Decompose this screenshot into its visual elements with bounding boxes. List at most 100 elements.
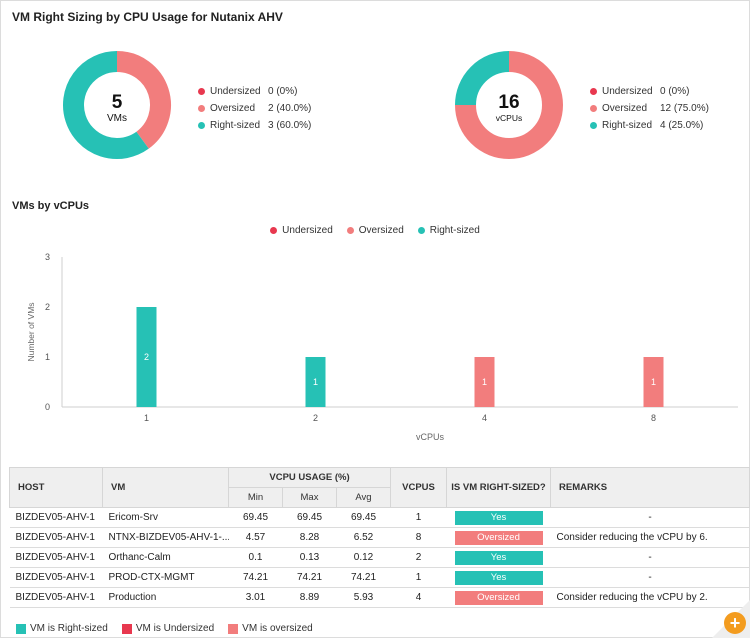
donut-center-value: 5 <box>112 92 123 113</box>
table-row[interactable]: BIZDEV05-AHV-1 Production 3.01 8.89 5.93 4 Ove… <box>9 587 750 608</box>
donut-slice-right-sized[interactable] <box>455 51 510 106</box>
cell-rightsized: Yes <box>446 567 551 588</box>
legend-value: 0 (0%) <box>268 86 298 97</box>
header-vm[interactable]: VM <box>102 467 229 508</box>
cell-vcpus: 8 <box>390 527 447 548</box>
legend-dot-icon <box>590 122 597 129</box>
vms-donut-legend: Undersized 0 (0%) Oversized 2 (40.0%) Right-… <box>198 83 311 134</box>
legend-swatch-icon <box>228 623 239 634</box>
legend-item-right-sized[interactable]: Right-sized 3 (60.0%) <box>198 117 311 134</box>
cell-avg: 5.93 <box>336 587 391 608</box>
legend-dot-icon <box>346 227 354 234</box>
bar-chart-title: VMs by vCPUs <box>12 200 90 212</box>
x-tick-label: 1 <box>144 413 149 423</box>
cell-min: 69.45 <box>228 507 283 528</box>
bar-legend-oversized[interactable]: Oversized <box>346 225 404 236</box>
cell-rightsized: Yes <box>446 507 551 528</box>
cell-vcpus: 1 <box>390 567 447 588</box>
legend-dot-icon <box>417 227 425 234</box>
legend-value: 4 (25.0%) <box>660 120 704 131</box>
cell-remarks: - <box>550 547 750 568</box>
table-row[interactable]: BIZDEV05-AHV-1 Orthanc-Calm 0.1 0.13 0.12 2 Ye… <box>9 547 750 568</box>
vcpus-donut-chart: 16 vCPUs <box>454 50 564 165</box>
bar-data-label: 1 <box>482 377 487 387</box>
header-min[interactable]: Min <box>228 487 283 508</box>
cell-rightsized: Oversized <box>446 587 551 608</box>
header-max[interactable]: Max <box>282 487 337 508</box>
donut-slice-oversized[interactable] <box>116 51 171 149</box>
cell-min: 74.21 <box>228 567 283 588</box>
cell-vm: NTNX-BIZDEV05-AHV-1-... <box>102 527 229 548</box>
legend-item-oversized[interactable]: Oversized 12 (75.0%) <box>590 100 709 117</box>
status-badge: Oversized <box>454 590 543 605</box>
x-tick-label: 4 <box>482 413 487 423</box>
legend-item-undersized[interactable]: Undersized 0 (0%) <box>198 83 311 100</box>
cell-host: BIZDEV05-AHV-1 <box>9 507 103 528</box>
legend-dot-icon <box>590 88 597 95</box>
cell-vcpus: 4 <box>390 587 447 608</box>
vcpus-donut-legend: Undersized 0 (0%) Oversized 12 (75.0%) Right… <box>590 83 709 134</box>
status-legend: VM is Right-sized VM is Undersized VM is o… <box>16 623 327 634</box>
table-row[interactable]: BIZDEV05-AHV-1 NTNX-BIZDEV05-AHV-1-... 4.5… <box>9 527 750 548</box>
bar-data-label: 1 <box>651 377 656 387</box>
status-legend-undersized: VM is Undersized <box>121 623 214 634</box>
legend-label: Oversized <box>602 103 648 114</box>
cell-min: 0.1 <box>228 547 283 568</box>
header-vcpus[interactable]: VCPUS <box>390 467 447 508</box>
status-legend-rightsized: VM is Right-sized <box>16 623 108 634</box>
header-vcpu-usage: VCPU USAGE (%) <box>228 467 391 488</box>
donut-slice-right-sized[interactable] <box>63 51 149 159</box>
y-axis-label: Number of VMs <box>26 302 36 361</box>
table-row[interactable]: BIZDEV05-AHV-1 Ericom-Srv 69.45 69.45 69.45 1… <box>9 507 750 528</box>
cell-vm: Ericom-Srv <box>102 507 229 528</box>
bar-vcpus-8[interactable] <box>643 357 664 407</box>
cell-rightsized: Oversized <box>446 527 551 548</box>
legend-dot-icon <box>590 105 597 112</box>
bar-legend-label: Undersized <box>282 225 333 236</box>
cell-min: 3.01 <box>228 587 283 608</box>
cell-max: 8.89 <box>282 587 337 608</box>
cell-avg: 69.45 <box>336 507 391 528</box>
y-tick-label: 1 <box>45 352 50 362</box>
legend-item-oversized[interactable]: Oversized 2 (40.0%) <box>198 100 311 117</box>
cell-remarks: - <box>550 507 750 528</box>
vm-rightsizing-table: HOST VM VCPU USAGE (%) VCPUS IS VM RIGHT… <box>9 467 750 608</box>
legend-dot-icon <box>270 227 278 234</box>
y-tick-label: 0 <box>45 402 50 412</box>
donut-center-unit: VMs <box>107 113 127 124</box>
status-badge: Yes <box>454 550 543 565</box>
bar-vcpus-2[interactable] <box>305 357 326 407</box>
bar-vcpus-4[interactable] <box>474 357 495 407</box>
legend-value: 3 (60.0%) <box>268 120 312 131</box>
cell-vcpus: 2 <box>390 547 447 568</box>
x-tick-label: 2 <box>313 413 318 423</box>
cell-avg: 74.21 <box>336 567 391 588</box>
status-badge: Oversized <box>454 530 543 545</box>
legend-dot-icon <box>198 88 205 95</box>
header-rightsized[interactable]: IS VM RIGHT-SIZED? <box>446 467 551 508</box>
legend-label: Right-sized <box>210 120 261 131</box>
legend-value: 12 (75.0%) <box>660 103 709 114</box>
cell-vcpus: 1 <box>390 507 447 528</box>
bar-legend-right-sized[interactable]: Right-sized <box>417 225 480 236</box>
cell-max: 74.21 <box>282 567 337 588</box>
legend-dot-icon <box>198 122 205 129</box>
cell-vm: Production <box>102 587 229 608</box>
legend-item-right-sized[interactable]: Right-sized 4 (25.0%) <box>590 117 709 134</box>
header-remarks[interactable]: REMARKS <box>550 467 750 508</box>
plus-icon[interactable]: + <box>724 612 746 634</box>
bar-data-label: 1 <box>313 377 318 387</box>
legend-item-undersized[interactable]: Undersized 0 (0%) <box>590 83 709 100</box>
donut-slice-oversized[interactable] <box>455 51 563 159</box>
bar-legend-label: Oversized <box>358 225 404 236</box>
cell-avg: 0.12 <box>336 547 391 568</box>
y-tick-label: 3 <box>45 252 50 262</box>
table-row[interactable]: BIZDEV05-AHV-1 PROD-CTX-MGMT 74.21 74.21 74.… <box>9 567 750 588</box>
legend-label: Undersized <box>602 86 653 97</box>
header-host[interactable]: HOST <box>9 467 103 508</box>
header-avg[interactable]: Avg <box>336 487 391 508</box>
bar-vcpus-1[interactable] <box>136 307 157 407</box>
legend-swatch-icon <box>121 623 132 634</box>
bar-legend-undersized[interactable]: Undersized <box>270 225 333 236</box>
